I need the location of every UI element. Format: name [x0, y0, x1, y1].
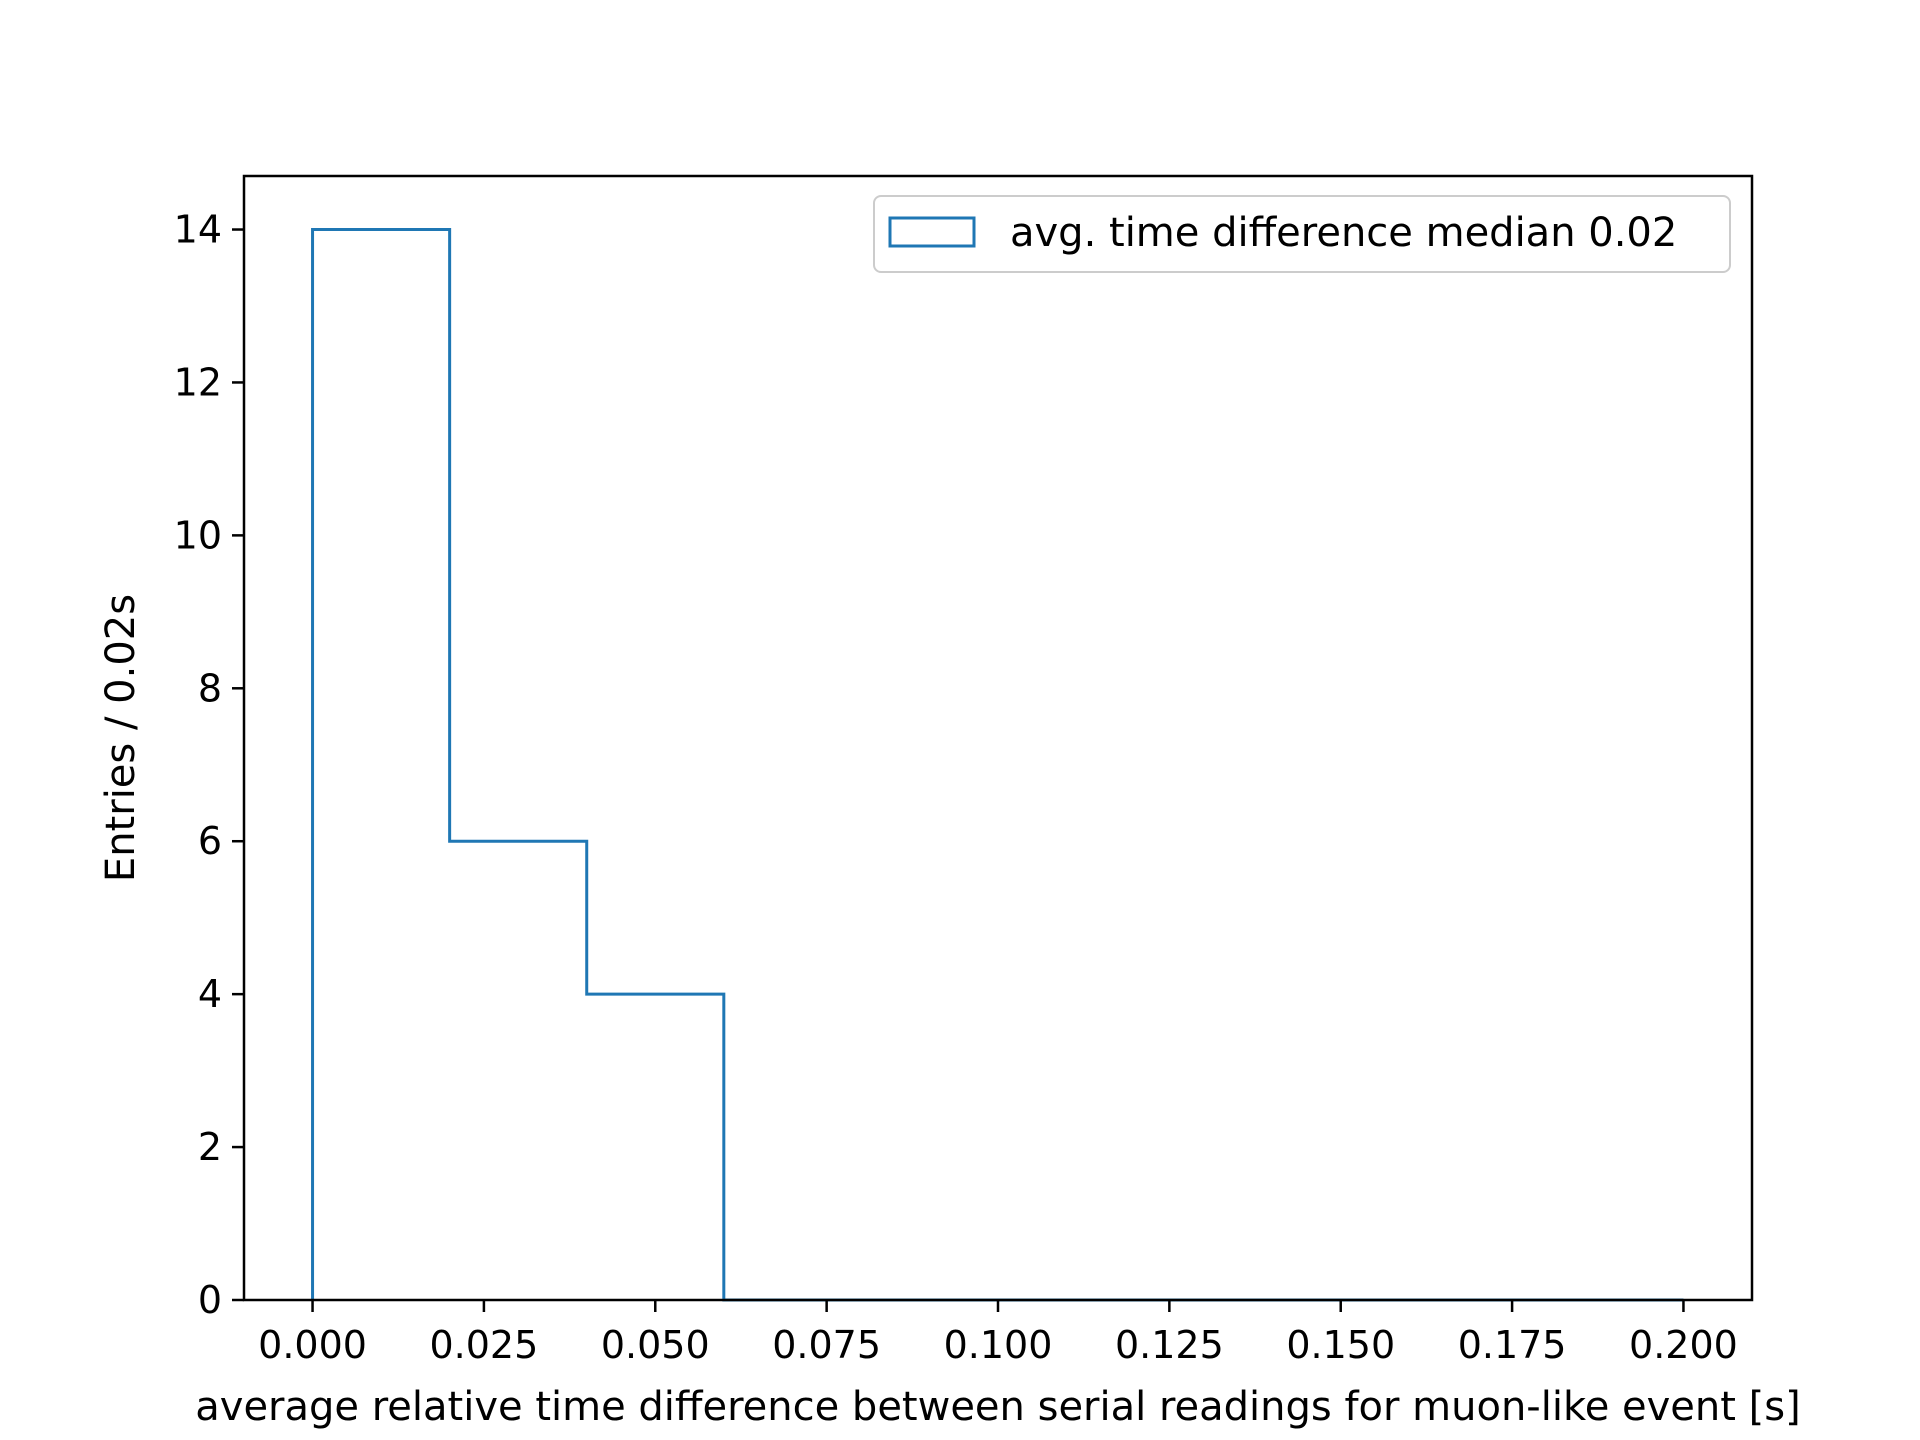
y-tick-label: 10 — [174, 513, 222, 557]
y-tick-label: 4 — [198, 972, 222, 1016]
y-tick-label: 14 — [174, 208, 222, 252]
x-tick-label: 0.000 — [258, 1323, 367, 1367]
legend-box — [873, 195, 1731, 273]
x-tick-label: 0.050 — [601, 1323, 710, 1367]
legend-label: avg. time difference median 0.02 — [1010, 210, 1677, 256]
y-tick-label: 6 — [198, 819, 222, 863]
x-axis-label: average relative time difference between… — [195, 1384, 1800, 1430]
x-tick-label: 0.100 — [944, 1323, 1053, 1367]
y-tick-label: 0 — [198, 1278, 222, 1322]
x-axis-ticks: 0.000 0.025 0.050 0.075 0.100 0.125 0.150 0.175… — [258, 1300, 1738, 1367]
x-tick-label: 0.125 — [1115, 1323, 1224, 1367]
x-tick-label: 0.075 — [772, 1323, 881, 1367]
y-tick-label: 12 — [174, 360, 222, 404]
y-tick-label: 2 — [198, 1125, 222, 1169]
legend-swatch — [888, 216, 976, 248]
y-tick-label: 8 — [198, 666, 222, 710]
y-axis-ticks: 0 2 4 6 8 10 12 14 — [174, 208, 244, 1322]
y-axis-label: Entries / 0.02s — [98, 594, 144, 882]
x-tick-label: 0.150 — [1286, 1323, 1395, 1367]
x-tick-label: 0.200 — [1629, 1323, 1738, 1367]
x-tick-label: 0.175 — [1458, 1323, 1567, 1367]
legend: avg. time difference median 0.02 — [873, 195, 1731, 273]
x-tick-label: 0.025 — [430, 1323, 539, 1367]
axes-frame — [242, 174, 1754, 1302]
